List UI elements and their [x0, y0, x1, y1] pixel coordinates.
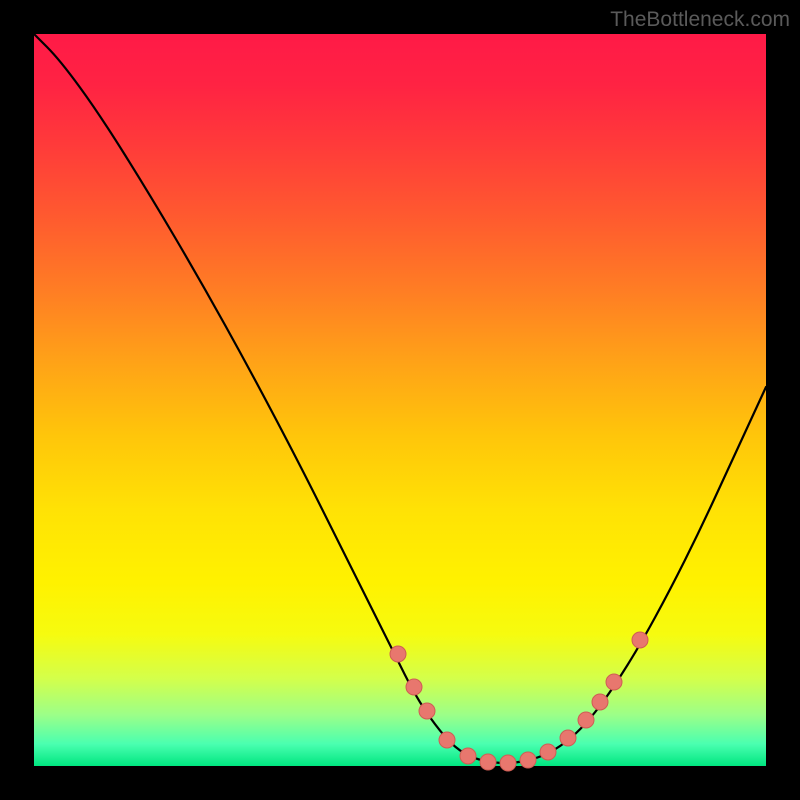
marker-point [578, 712, 594, 728]
marker-point [520, 752, 536, 768]
marker-point [419, 703, 435, 719]
chart-svg [0, 0, 800, 800]
marker-point [632, 632, 648, 648]
marker-point [460, 748, 476, 764]
marker-point [390, 646, 406, 662]
marker-point [606, 674, 622, 690]
marker-point [500, 755, 516, 771]
attribution-text: TheBottleneck.com [610, 8, 790, 32]
marker-group [390, 632, 648, 771]
marker-point [592, 694, 608, 710]
marker-point [480, 754, 496, 770]
marker-point [406, 679, 422, 695]
marker-point [560, 730, 576, 746]
marker-point [540, 744, 556, 760]
marker-point [439, 732, 455, 748]
